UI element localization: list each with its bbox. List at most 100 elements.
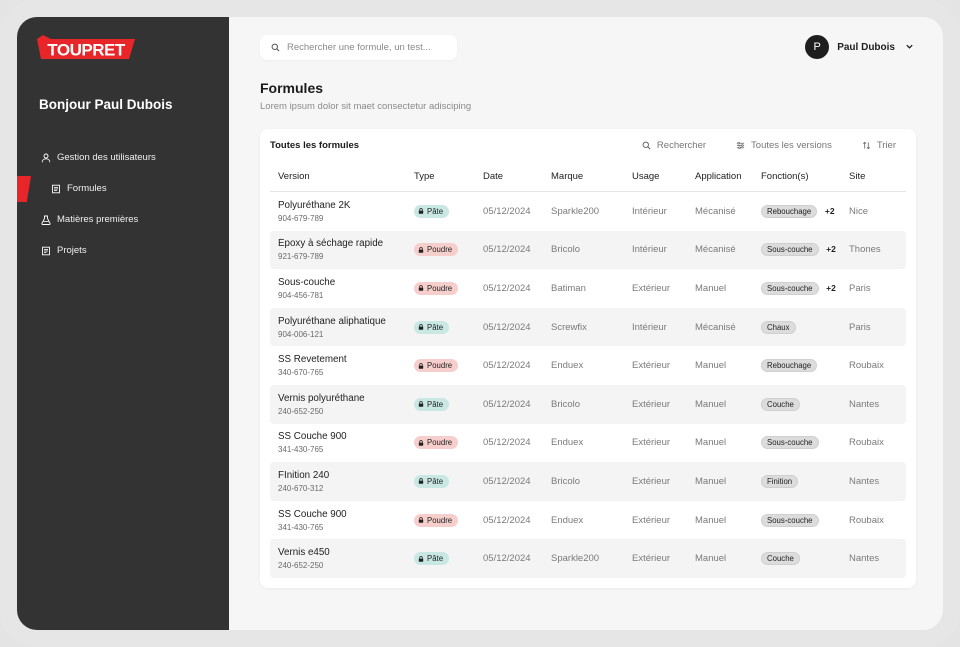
sidebar-item-label: Projets — [57, 245, 87, 256]
site-cell: Nantes — [849, 475, 880, 487]
column-header-version[interactable]: Version — [278, 171, 310, 182]
lock-icon — [418, 247, 424, 253]
application-cell: Manuel — [695, 360, 727, 372]
table-row[interactable]: Polyuréthane 2K 904-679-789 Pâte 05/12/2… — [270, 192, 906, 231]
function-chip: Couche — [761, 397, 800, 411]
function-cell: Finition — [753, 474, 841, 488]
table-row[interactable]: SS Revetement 340-670-765 Poudre 05/12/2… — [270, 346, 906, 385]
type-label: Pâte — [427, 476, 444, 486]
function-cell: Rebouchage +2 — [753, 204, 841, 218]
usage-cell: Intérieur — [632, 244, 667, 256]
versions-filter[interactable]: Toutes les versions — [736, 140, 832, 151]
function-cell: Couche — [753, 397, 841, 411]
table-row[interactable]: SS Couche 900 341-430-765 Poudre 05/12/2… — [270, 501, 906, 540]
sort-button[interactable]: Trier — [862, 140, 896, 151]
search-input[interactable] — [287, 42, 447, 53]
table-row[interactable]: Vernis e450 240-652-250 Pâte 05/12/2024 … — [270, 539, 906, 578]
version-cell: FInition 240 240-670-312 — [270, 470, 406, 493]
function-cell: Rebouchage — [753, 359, 841, 373]
type-label: Poudre — [427, 361, 453, 371]
date-cell: 05/12/2024 — [483, 514, 531, 526]
formula-code: 904-456-781 — [278, 290, 324, 300]
type-badge: Poudre — [414, 243, 459, 257]
type-label: Pâte — [427, 399, 444, 409]
usage-cell: Extérieur — [632, 282, 671, 294]
site-cell: Nantes — [849, 553, 880, 565]
formula-code: 340-670-765 — [278, 368, 324, 378]
brand-cell: Sparkle200 — [551, 553, 600, 565]
usage-cell: Extérieur — [632, 398, 671, 410]
lock-icon — [418, 401, 424, 408]
column-header-fonctions[interactable]: Fonction(s) — [761, 171, 809, 182]
brand-cell: Bricolo — [551, 475, 581, 487]
sidebar-item-label: Matières premières — [57, 214, 139, 225]
table-search-button[interactable]: Rechercher — [642, 140, 706, 151]
sidebar-item-matieres[interactable]: Matières premières — [17, 204, 229, 235]
search-icon — [642, 141, 651, 150]
version-cell: Époxy à séchage rapide 921-679-789 — [270, 238, 406, 261]
column-header-application[interactable]: Application — [695, 171, 742, 182]
type-cell: Poudre — [406, 281, 475, 295]
global-search[interactable] — [260, 35, 457, 60]
page-title: Formules — [260, 80, 324, 96]
column-header-type[interactable]: Type — [414, 171, 435, 182]
column-header-usage[interactable]: Usage — [632, 171, 660, 182]
sidebar-item-formules[interactable]: Formules — [17, 173, 229, 204]
type-label: Pâte — [427, 206, 444, 216]
type-cell: Pâte — [406, 552, 475, 566]
formula-name: Sous-couche — [278, 276, 336, 288]
toupret-logo[interactable]: TOUPRET — [37, 35, 135, 63]
lock-icon — [418, 285, 424, 292]
more-functions-count[interactable]: +2 — [826, 282, 836, 293]
column-header-date[interactable]: Date — [483, 171, 504, 182]
user-icon — [41, 153, 51, 163]
version-cell: Polyuréthane 2K 904-679-789 — [270, 200, 406, 223]
column-header-marque[interactable]: Marque — [551, 171, 584, 182]
function-cell: Sous-couche +2 — [753, 243, 841, 257]
type-badge: Pâte — [414, 552, 450, 566]
application-cell: Mécanisé — [695, 205, 736, 217]
column-header-site[interactable]: Site — [849, 171, 866, 182]
formula-code: 904-679-789 — [278, 213, 324, 223]
table-row[interactable]: SS Couche 900 341-430-765 Poudre 05/12/2… — [270, 424, 906, 463]
brand-cell: Sparkle200 — [551, 205, 600, 217]
brand-cell: Screwfix — [551, 321, 587, 333]
application-cell: Mécanisé — [695, 321, 736, 333]
chevron-down-icon[interactable] — [905, 38, 914, 56]
formula-code: 921-679-789 — [278, 252, 324, 262]
type-label: Pâte — [427, 554, 444, 564]
function-cell: Chaux — [753, 320, 841, 334]
lock-icon — [418, 440, 424, 446]
date-cell: 05/12/2024 — [483, 475, 531, 487]
table-row[interactable]: FInition 240 240-670-312 Pâte 05/12/2024… — [270, 462, 906, 501]
table-row[interactable]: Vernis polyuréthane 240-652-250 Pâte 05/… — [270, 384, 906, 424]
user-menu[interactable]: P Paul Dubois — [805, 35, 914, 59]
function-chip: Chaux — [761, 320, 796, 334]
type-cell: Poudre — [406, 436, 475, 450]
card-header: Toutes les formules Rechercher Toutes le… — [270, 129, 906, 162]
type-label: Poudre — [427, 438, 453, 448]
application-cell: Manuel — [695, 475, 727, 487]
site-cell: Roubaix — [849, 437, 884, 449]
more-functions-count[interactable]: +2 — [824, 205, 835, 216]
date-cell: 05/12/2024 — [483, 360, 531, 372]
version-cell: Sous-couche 904-456-781 — [270, 277, 406, 300]
table-row[interactable]: Sous-couche 904-456-781 Poudre 05/12/202… — [270, 269, 906, 308]
more-functions-count[interactable]: +2 — [826, 244, 836, 255]
app-window: TOUPRET Bonjour Paul Dubois Gestion des … — [17, 17, 943, 630]
date-cell: 05/12/2024 — [483, 244, 531, 256]
sidebar-item-projets[interactable]: Projets — [17, 235, 229, 266]
usage-cell: Extérieur — [632, 514, 671, 526]
site-cell: Roubaix — [849, 514, 884, 526]
materials-icon — [41, 215, 51, 225]
table-row[interactable]: Polyuréthane aliphatique 904-006-121 Pât… — [270, 307, 906, 347]
sidebar-item-users[interactable]: Gestion des utilisateurs — [17, 142, 229, 173]
function-chip: Sous-couche — [761, 513, 819, 527]
formula-code: 904-006-121 — [278, 329, 324, 339]
lock-icon — [418, 208, 424, 215]
function-cell: Sous-couche — [753, 513, 841, 527]
brand-cell: Batiman — [551, 282, 586, 294]
table-row[interactable]: Époxy à séchage rapide 921-679-789 Poudr… — [270, 230, 906, 270]
lock-icon — [418, 555, 424, 562]
function-chip: Sous-couche — [761, 243, 819, 257]
